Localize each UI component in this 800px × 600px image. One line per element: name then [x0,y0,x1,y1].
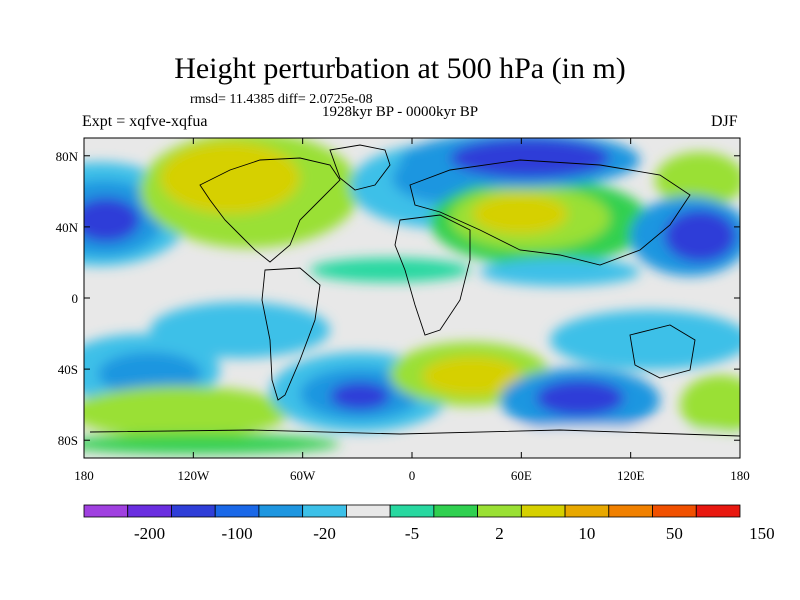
colorbar-label: -100 [221,524,252,543]
colorbar-swatch [389,504,435,518]
antarctic-green [84,434,340,454]
antarctica-outline [89,429,740,437]
colorbar-label: 2 [495,524,504,543]
colorbar-swatch [652,504,697,518]
colorbar-swatch [214,504,260,518]
south-america-outline [261,267,321,401]
arctic-core [450,138,610,178]
se-pacific-high [680,375,740,435]
greenland-outline [329,144,391,191]
chart-title: Height perturbation at 500 hPa (in m) [174,52,626,85]
n-america-core [160,142,300,214]
y-axis: 80N 40N 0 40S 80S [56,149,740,448]
x-axis: 180 120W 60W 0 60E 120E 180 [74,138,750,483]
colorbar-swatch [695,504,741,518]
coastlines [89,144,740,437]
australia-outline [629,324,696,379]
period-label: 1928kyr BP - 0000kyr BP [322,104,479,120]
x-tick-label: 120E [617,468,645,483]
colorbar-label: 50 [666,524,683,543]
colorbar-swatch [608,504,653,518]
colorbar-label: 10 [578,524,595,543]
colorbar: -200 -100 -20 -5 2 10 50 150 [83,504,775,543]
y-tick-label: 80S [58,433,78,448]
x-tick-label: 0 [409,468,416,483]
africa-outline [394,214,471,336]
colorbar-swatch [83,504,129,518]
colorbar-swatch [433,504,479,518]
colorbar-label: -200 [134,524,165,543]
season-label: DJF [711,113,738,130]
indian-low-core [536,380,624,416]
experiment-label: Expt = xqfve-xqfua [82,113,208,130]
colorbar-swatch [564,504,610,518]
colorbar-swatch [171,504,216,518]
colorbar-swatch [477,504,522,518]
atlantic-band [310,258,470,282]
y-tick-label: 40S [58,362,78,377]
y-tick-label: 40N [56,220,79,235]
x-tick-label: 180 [74,468,94,483]
east-asia-core [664,210,736,262]
s-pacific-core [98,352,202,396]
australia-band [550,310,740,370]
anomaly-field [84,138,740,458]
n-pacific-core [84,198,140,242]
indian-band [480,258,640,286]
y-tick-label: 0 [72,291,79,306]
antarctic-neutral [450,426,740,454]
x-tick-label: 120W [177,468,210,483]
x-tick-label: 60W [290,468,316,483]
s-atlantic-core [330,382,390,410]
eurasia-outline [409,159,691,266]
colorbar-swatch [345,504,391,518]
colorbar-swatch [258,504,304,518]
x-tick-label: 180 [730,468,750,483]
north-america-outline [199,157,341,263]
x-tick-label: 60E [511,468,532,483]
eurasia-core [472,194,568,234]
s-indian-core [422,356,522,396]
colorbar-swatch [302,504,347,518]
ne-pacific-high [655,152,740,208]
y-tick-label: 80N [56,149,79,164]
rmsd-stats: rmsd= 11.4385 diff= 2.0725e-08 [190,92,373,107]
s-ocean-high [84,386,290,438]
colorbar-swatch [127,504,172,518]
colorbar-label: 150 [749,524,775,543]
colorbar-swatch [520,504,566,518]
colorbar-label: -5 [405,524,419,543]
colorbar-label: -20 [313,524,336,543]
